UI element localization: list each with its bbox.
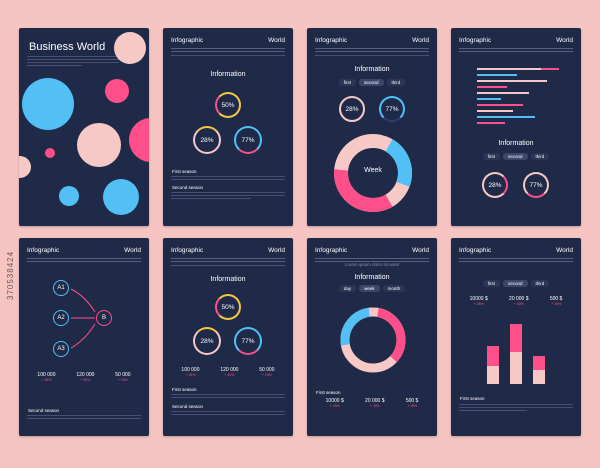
- info-title: Information: [210, 71, 246, 78]
- ring-77: 77%: [234, 327, 262, 355]
- cover-circle: [45, 148, 55, 158]
- cover-circle: [77, 123, 121, 167]
- info-title: Information: [498, 140, 534, 147]
- section-first: First season: [172, 387, 197, 392]
- tab-day[interactable]: day: [338, 285, 357, 292]
- stats-row: 10000 $ + 25% 20 000 $ + 40% 500 $ + 15%: [325, 398, 419, 408]
- info-page-2: Infographic World Information first secon…: [307, 28, 437, 226]
- section-second: Second season: [172, 404, 204, 409]
- tab-first[interactable]: first: [482, 153, 500, 160]
- ring-77: 77%: [379, 96, 405, 122]
- node-a2: A2: [53, 310, 69, 326]
- info-title: Information: [354, 274, 390, 281]
- info-page-1: Infographic World Information 50% 28% 77%…: [163, 28, 293, 226]
- tab-third[interactable]: third: [386, 79, 406, 86]
- donut-center: Week: [364, 167, 382, 174]
- donut-chart: [340, 307, 406, 373]
- ring-28: 28%: [339, 96, 365, 122]
- cover-circle: [19, 156, 31, 178]
- tab-month[interactable]: month: [382, 285, 406, 292]
- ring-28: 28%: [482, 172, 508, 198]
- ring-50: 50%: [215, 92, 241, 118]
- cover-circle: [103, 179, 139, 215]
- node-b: B: [96, 310, 112, 326]
- lorem-text: Lorem ipsum dolor sit amet: [344, 262, 400, 267]
- header-right: World: [268, 37, 285, 44]
- ring-28: 28%: [193, 327, 221, 355]
- info-page-6: Infographic World first second third 1000…: [451, 238, 581, 436]
- ring-77: 77%: [234, 126, 262, 154]
- tab-second[interactable]: second: [502, 280, 528, 287]
- cover-text: [27, 56, 119, 68]
- info-page-5: Infographic World Lorem ipsum dolor sit a…: [307, 238, 437, 436]
- stats-row: 10000 $ + 25% 20 000 $ + 40% 500 $ + 15%: [469, 296, 563, 306]
- node-a3: A3: [53, 341, 69, 357]
- info-page-3: Infographic World Information first secon…: [451, 28, 581, 226]
- column-chart: [485, 324, 549, 384]
- stats-row: 100 000 + 25% 120 000 + 40% 50 000 + 15%: [181, 367, 275, 377]
- cover-circle: [105, 79, 129, 103]
- donut-chart: [334, 134, 412, 212]
- tab-first[interactable]: first: [338, 79, 356, 86]
- info-title: Information: [354, 66, 390, 73]
- section-second: Second season: [172, 185, 204, 190]
- cover-circle: [59, 186, 79, 206]
- info-title: Information: [210, 276, 246, 283]
- section-second: Second season: [28, 408, 60, 413]
- tab-second[interactable]: second: [358, 79, 384, 86]
- info-page-4: Infographic World Information 50% 28% 77%…: [163, 238, 293, 436]
- stats-row: 100 000 + 25% 120 000 + 40% 50 000 + 15%: [37, 372, 131, 382]
- node-a1: A1: [53, 280, 69, 296]
- tab-second[interactable]: second: [502, 153, 528, 160]
- cover-title: Business World: [29, 41, 106, 53]
- cover-circle: [22, 78, 74, 130]
- cover-page: Business World: [19, 28, 149, 226]
- tab-first[interactable]: first: [482, 280, 500, 287]
- ring-77: 77%: [523, 172, 549, 198]
- section-first: First season: [316, 390, 341, 395]
- header-left: Infographic: [171, 37, 204, 44]
- watermark-id: 370538424: [6, 250, 15, 300]
- section-first: First season: [460, 396, 485, 401]
- tab-week[interactable]: week: [359, 285, 380, 292]
- section-first: First season: [172, 169, 197, 174]
- ring-50: 50%: [215, 294, 241, 320]
- cover-circle: [129, 118, 149, 162]
- flow-page: Infographic World A1 A2 A3 B 100 000 + 25%…: [19, 238, 149, 436]
- tab-third[interactable]: third: [530, 280, 550, 287]
- ring-28: 28%: [193, 126, 221, 154]
- cover-circle: [114, 32, 146, 64]
- tab-third[interactable]: third: [530, 153, 550, 160]
- flow-arrows: [70, 288, 96, 349]
